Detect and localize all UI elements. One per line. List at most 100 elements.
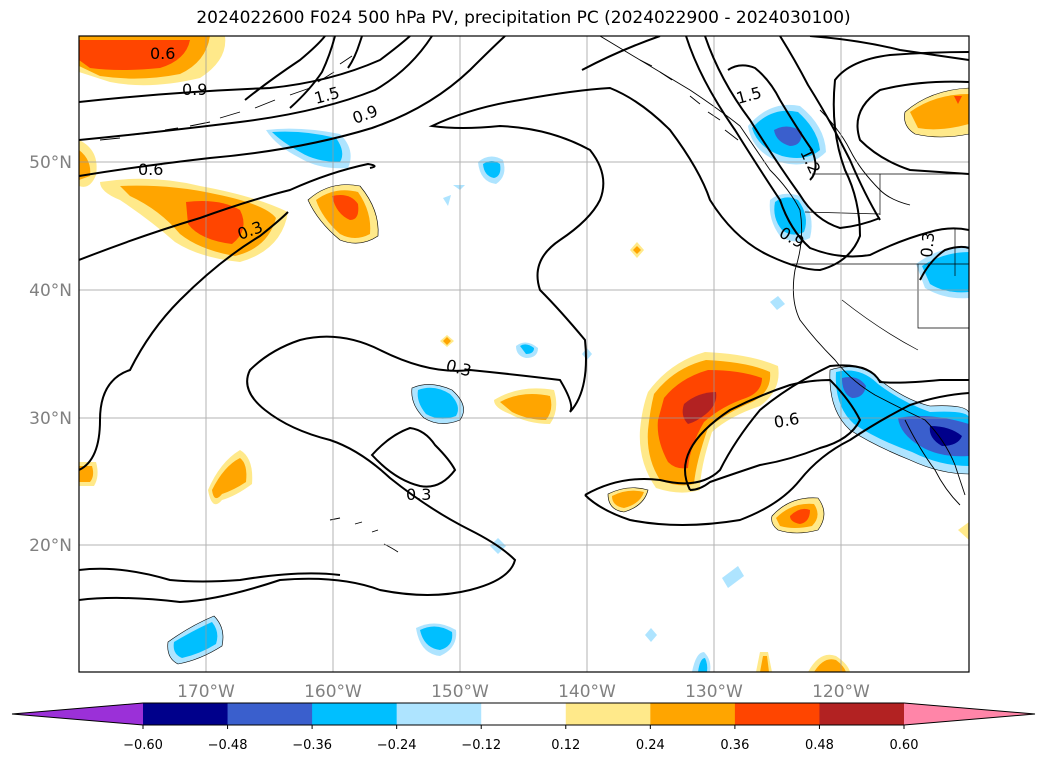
contour-label: 0.9: [350, 101, 380, 128]
precip-positive-region: [612, 490, 644, 508]
pv-contour-line: [370, 426, 457, 488]
map-plot-area: 0.6 0.9 1.5 0.9 0.6 0.3 0.3 0.3 1.5 1.2 …: [79, 36, 969, 672]
precip-positive-region: [760, 656, 769, 672]
colorbar: −0.60 −0.48 −0.36 −0.24 −0.12 0.12 0.24 0.36 0.4…: [11, 702, 1036, 753]
colorbar-tick-label: −0.36: [292, 738, 332, 753]
map-title: 2024022600 F024 500 hPa PV, precipitatio…: [196, 8, 851, 28]
precip-positive-region: [500, 394, 552, 420]
colorbar-segment: [819, 703, 905, 725]
lon-label: 130°W: [685, 682, 743, 702]
contour-label: 0.9: [182, 80, 207, 99]
pv-contour-line: [244, 36, 326, 101]
precip-positive-region: [79, 40, 190, 70]
precip-positive-region: [79, 466, 94, 482]
colorbar-segment: [312, 703, 398, 725]
precip-outline: [411, 384, 464, 424]
pv-contour-line: [79, 36, 433, 141]
colorbar-tick-label: 0.24: [636, 738, 665, 753]
colorbar-extend-max: [904, 703, 1035, 725]
precip-negative-region: [698, 658, 708, 672]
colorbar-segment: [650, 703, 736, 725]
precip-outline: [167, 615, 224, 665]
pv-contour-line: [727, 64, 817, 181]
colorbar-segment: [143, 703, 229, 725]
lat-lon-grid: [79, 36, 969, 672]
precip-positive-region: [79, 150, 91, 180]
precip-negative-region: [520, 344, 534, 354]
lon-label: 120°W: [812, 682, 870, 702]
precip-negative-region: [842, 377, 866, 398]
precip-outline: [307, 184, 379, 244]
precip-positive-region: [332, 195, 359, 220]
colorbar-segment: [227, 703, 313, 725]
map-frame: [78, 35, 970, 673]
lat-label: 50°N: [29, 153, 72, 173]
pv-contour-line: [289, 36, 336, 109]
border-line: [804, 211, 881, 215]
pv-contour-line: [79, 162, 376, 261]
precip-outline: [771, 497, 825, 534]
contour-label: 0.3: [917, 231, 938, 258]
precip-negative-region: [453, 185, 465, 190]
lat-label: 30°N: [29, 409, 72, 429]
coastline: [904, 419, 961, 506]
lon-label: 140°W: [558, 682, 616, 702]
precip-positive-region: [814, 659, 846, 672]
lat-label: 40°N: [29, 281, 72, 301]
pv-contour-line: [779, 36, 881, 221]
precip-negative-region: [770, 296, 785, 310]
precip-positive-region: [682, 392, 717, 424]
precip-positive-region: [212, 458, 247, 499]
precip-outline: [904, 87, 969, 138]
pv-contours: [79, 36, 969, 604]
colorbar-segment: [734, 703, 820, 725]
pv-contour-line: [79, 211, 289, 471]
pv-contour-line: [347, 36, 363, 69]
pv-contour-line: [584, 392, 969, 526]
coastline: [819, 109, 911, 206]
colorbar-tick-label: 0.12: [551, 738, 580, 753]
lat-label: 20°N: [29, 536, 72, 556]
precip-positive-region: [790, 508, 810, 524]
colorbar-segment: [481, 703, 567, 725]
pv-contour-line: [79, 567, 341, 583]
pv-contour-line: [856, 80, 969, 175]
contour-label: 1.5: [734, 83, 764, 108]
precip-positive-region: [910, 94, 969, 130]
contour-label: 0.6: [150, 44, 175, 63]
colorbar-tick-label: 0.60: [890, 738, 919, 753]
pv-contour-line: [919, 245, 969, 281]
pv-contour-labels: 0.6 0.9 1.5 0.9 0.6 0.3 0.3 0.3 1.5 1.2 …: [138, 44, 938, 504]
precip-positive-region: [954, 96, 962, 104]
colorbar-ticks: −0.60 −0.48 −0.36 −0.24 −0.12 0.12 0.24 0.36 0.4…: [123, 725, 918, 753]
contour-label: 0.6: [772, 409, 800, 432]
precip-positive-region: [657, 370, 762, 469]
pv-contour-line: [79, 36, 506, 177]
political-borders: [790, 173, 969, 351]
colorbar-extend-min: [12, 703, 143, 725]
contour-label: 0.3: [444, 356, 474, 381]
pv-contour-line: [79, 36, 411, 103]
colorbar-tick-label: 0.48: [805, 738, 834, 753]
pv-contour-line: [704, 36, 881, 230]
precip-outlines: [167, 87, 969, 665]
colorbar-segments: [12, 703, 1035, 725]
precip-negative-region: [443, 195, 451, 206]
coastline: [329, 517, 399, 553]
colorbar-segment: [396, 703, 482, 725]
pv-contour-line: [581, 36, 661, 71]
precip-positive-region: [186, 201, 244, 244]
precip-negative-region: [420, 626, 453, 650]
precip-negative-region: [929, 426, 962, 446]
contour-label: 0.6: [138, 160, 163, 179]
longitude-labels: 170°W 160°W 150°W 140°W 130°W 120°W: [177, 682, 870, 702]
precip-positive-region: [443, 337, 451, 345]
latitude-labels: 50°N 40°N 30°N 20°N: [29, 153, 72, 556]
pv-contour-line: [684, 378, 862, 491]
colorbar-segment: [565, 703, 651, 725]
precip-outline: [607, 487, 649, 513]
colorbar-tick-label: −0.12: [461, 738, 501, 753]
coastline: [639, 59, 739, 141]
contour-label: 1.5: [312, 83, 342, 108]
